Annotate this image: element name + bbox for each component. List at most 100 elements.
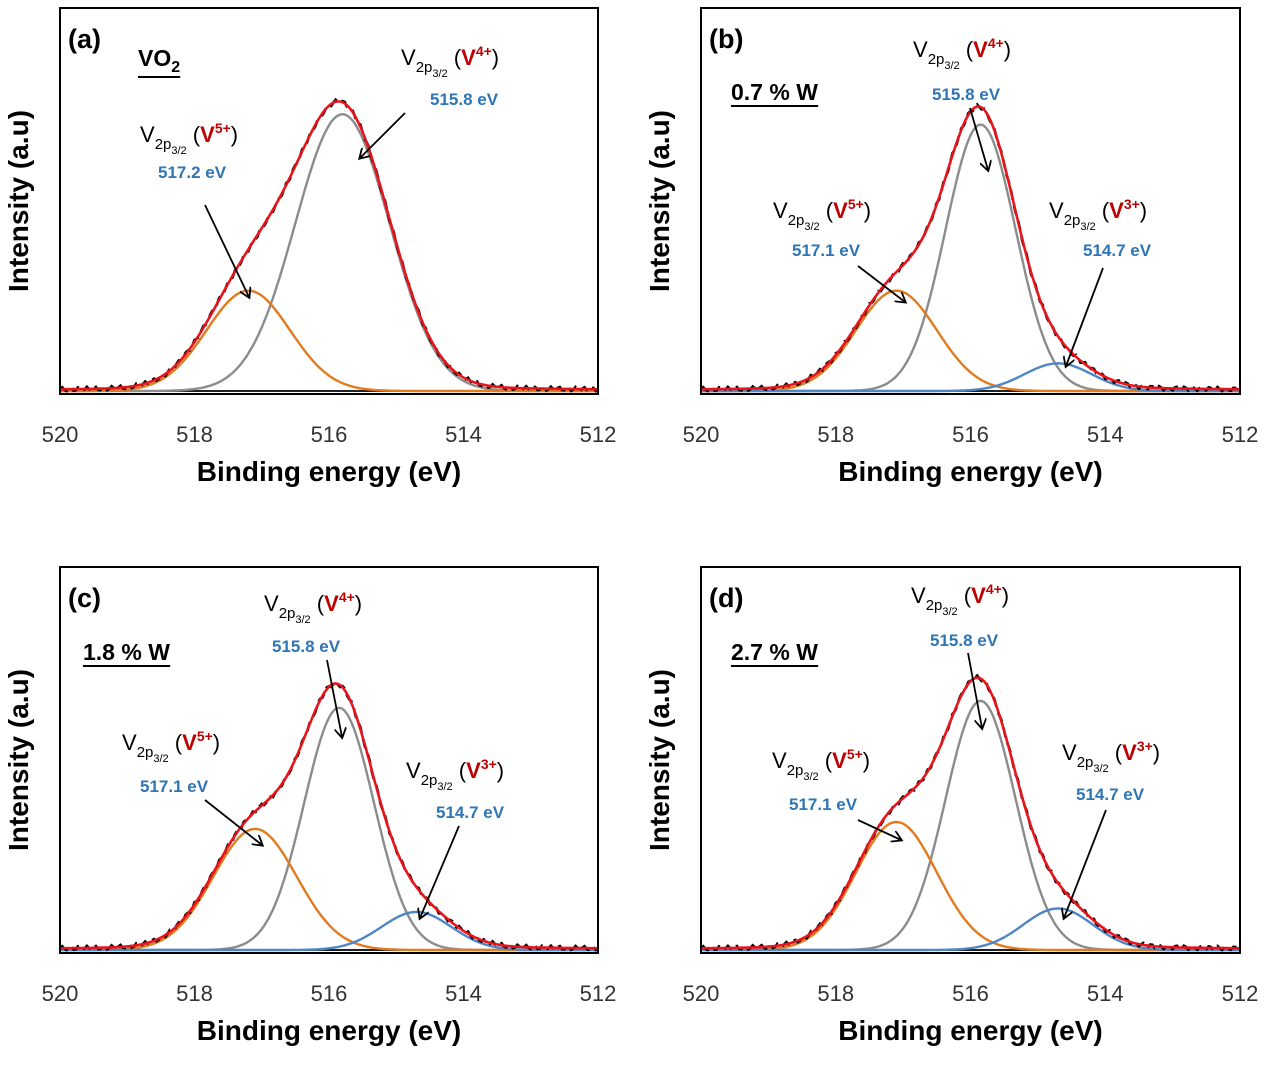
component-curve-0 bbox=[701, 699, 1240, 952]
peak-label-paren-close: ) bbox=[1002, 583, 1009, 608]
peak-label: V2p3/2 (V4+) bbox=[913, 35, 1011, 72]
plot-frame bbox=[700, 7, 1241, 395]
x-tick-label: 514 bbox=[1087, 981, 1124, 1006]
x-tick-label: 518 bbox=[176, 981, 213, 1006]
peak-label-charge: 3+ bbox=[1124, 196, 1140, 212]
x-tick-label: 520 bbox=[42, 422, 79, 447]
panel-3: 520 518 516 514 512 Binding energy (eV) Intens… bbox=[644, 566, 1259, 1046]
peak-label-ion: V bbox=[971, 583, 986, 608]
peak-label-spin: 3/2 bbox=[1093, 763, 1108, 775]
peak-label-element: V bbox=[122, 730, 137, 755]
peak-label-charge: 5+ bbox=[848, 196, 864, 212]
plot-frame bbox=[700, 566, 1241, 954]
peak-arrow bbox=[326, 659, 342, 737]
envelope-curve bbox=[701, 676, 1240, 950]
peak-label-ion: V bbox=[461, 45, 476, 70]
peak-label-paren-open: ( bbox=[169, 730, 183, 755]
plot-area bbox=[701, 673, 1240, 952]
peak-label-ion: V bbox=[832, 748, 847, 773]
peak-arrow bbox=[967, 652, 982, 728]
peak-label-paren-close: ) bbox=[213, 730, 220, 755]
peak-label: V2p3/2 (V5+) bbox=[772, 746, 870, 783]
x-tick-label: 520 bbox=[683, 422, 720, 447]
peak-label-charge: 5+ bbox=[847, 746, 863, 762]
peak-label-orbital: 2p bbox=[926, 597, 943, 614]
peak-arrow bbox=[857, 265, 905, 302]
peak-label-paren-open: ( bbox=[311, 591, 325, 616]
peak-energy-label: 514.7 eV bbox=[436, 803, 505, 822]
peak-label-orbital: 2p bbox=[788, 212, 805, 229]
sample-label: 0.7 % W bbox=[731, 79, 818, 105]
peak-label-element: V bbox=[264, 591, 279, 616]
plot-area bbox=[60, 679, 598, 952]
peak-label-element: V bbox=[140, 122, 155, 147]
peak-label-spin: 3/2 bbox=[942, 606, 957, 618]
peak-label: V2p3/2 (V5+) bbox=[773, 196, 871, 233]
peak-label-paren-open: ( bbox=[958, 583, 972, 608]
peak-label-orbital: 2p bbox=[416, 59, 433, 76]
peak-label-paren-open: ( bbox=[187, 122, 201, 147]
peak-label-spin: 3/2 bbox=[1080, 221, 1095, 233]
peak-label-paren-open: ( bbox=[819, 748, 833, 773]
peak-energy-label: 515.8 eV bbox=[930, 631, 999, 650]
peak-label-spin: 3/2 bbox=[804, 221, 819, 233]
plot-area bbox=[60, 97, 598, 393]
peak-label-paren-close: ) bbox=[497, 758, 504, 783]
peak-label-ion: V bbox=[324, 591, 339, 616]
peak-label-orbital: 2p bbox=[137, 744, 154, 761]
component-curve-1 bbox=[701, 289, 1240, 393]
peak-label-paren-open: ( bbox=[1096, 198, 1110, 223]
envelope-curve bbox=[60, 100, 598, 391]
sample-label-main: VO bbox=[138, 45, 171, 71]
x-tick-label: 514 bbox=[445, 422, 482, 447]
peak-label: V2p3/2 (V4+) bbox=[401, 43, 499, 80]
peak-energy-label: 517.1 eV bbox=[789, 795, 858, 814]
peak-energy-label: 515.8 eV bbox=[272, 637, 341, 656]
peak-label: V2p3/2 (V4+) bbox=[264, 589, 362, 626]
x-tick-label: 514 bbox=[445, 981, 482, 1006]
peak-label: V2p3/2 (V3+) bbox=[1062, 738, 1160, 775]
peak-label-element: V bbox=[911, 583, 926, 608]
x-axis-label: Binding energy (eV) bbox=[838, 456, 1102, 487]
x-tick-label: 520 bbox=[42, 981, 79, 1006]
envelope-curve bbox=[60, 682, 598, 950]
peak-label-paren-close: ) bbox=[1140, 198, 1147, 223]
peak-label-element: V bbox=[406, 758, 421, 783]
sample-label-sub: 2 bbox=[171, 59, 180, 76]
peak-label-ion: V bbox=[1122, 740, 1137, 765]
peak-arrow bbox=[1064, 809, 1107, 918]
x-axis-label: Binding energy (eV) bbox=[838, 1015, 1102, 1046]
peak-label-paren-open: ( bbox=[960, 37, 974, 62]
peak-arrow bbox=[420, 825, 460, 918]
sample-label: 2.7 % W bbox=[731, 639, 818, 665]
x-tick-label: 516 bbox=[311, 422, 348, 447]
x-tick-label: 518 bbox=[817, 981, 854, 1006]
peak-label-element: V bbox=[772, 748, 787, 773]
peak-arrow bbox=[857, 819, 901, 840]
component-curve-0 bbox=[60, 112, 598, 393]
experimental-curve bbox=[701, 673, 1240, 952]
peak-energy-label: 514.7 eV bbox=[1083, 241, 1152, 260]
panel-2: 520 518 516 514 512 Binding energy (eV) Intens… bbox=[3, 566, 616, 1046]
peak-label-orbital: 2p bbox=[787, 762, 804, 779]
peak-label-ion: V bbox=[466, 758, 481, 783]
peak-energy-label: 515.8 eV bbox=[932, 85, 1001, 104]
peak-label-charge: 4+ bbox=[986, 581, 1002, 597]
peak-label-element: V bbox=[773, 198, 788, 223]
plot-area bbox=[701, 102, 1240, 393]
sample-label: 1.8 % W bbox=[83, 639, 170, 665]
peak-label-ion: V bbox=[973, 37, 988, 62]
x-axis-label: Binding energy (eV) bbox=[197, 456, 461, 487]
peak-label-spin: 3/2 bbox=[432, 68, 447, 80]
peak-label-orbital: 2p bbox=[421, 772, 438, 789]
y-axis-label: Intensity (a.u) bbox=[644, 110, 675, 292]
plot-frame bbox=[59, 7, 599, 395]
peak-label-orbital: 2p bbox=[155, 136, 172, 153]
component-curve-1 bbox=[701, 820, 1240, 952]
x-tick-label: 512 bbox=[1222, 981, 1259, 1006]
y-axis-label: Intensity (a.u) bbox=[644, 669, 675, 851]
peak-label-ion: V bbox=[182, 730, 197, 755]
peak-label: V2p3/2 (V3+) bbox=[406, 756, 504, 793]
panel-label: (c) bbox=[68, 583, 101, 613]
